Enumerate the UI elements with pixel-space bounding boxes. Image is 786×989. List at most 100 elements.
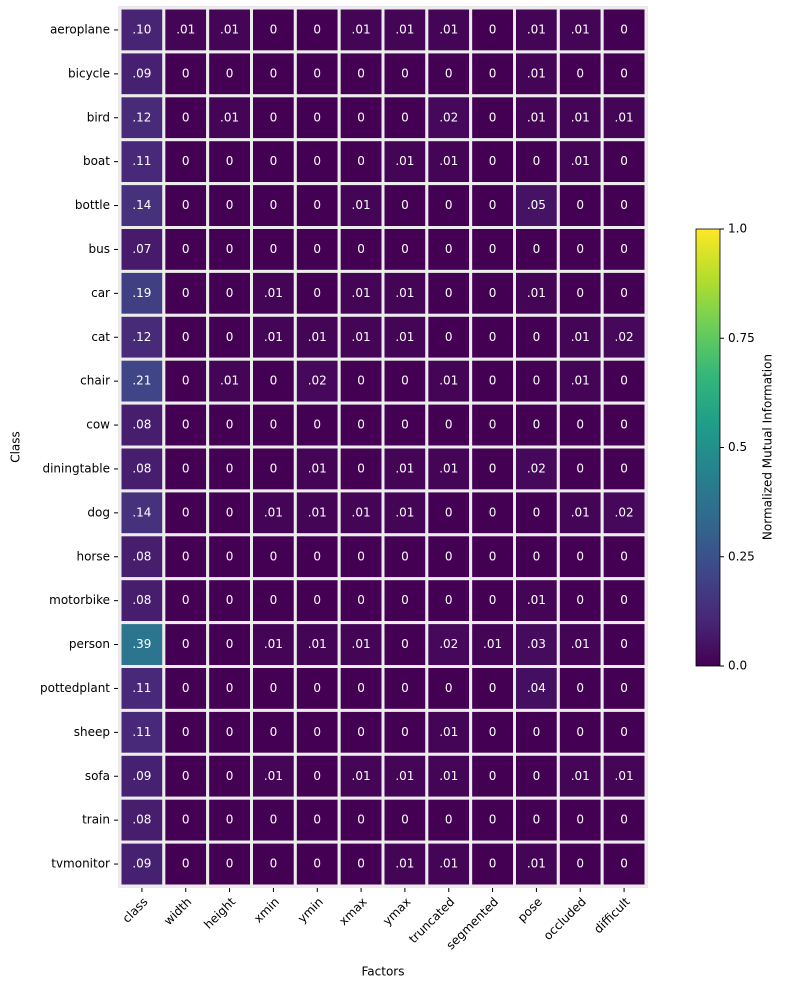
cell-label: 0	[489, 813, 497, 827]
cell-label: .01	[352, 198, 371, 212]
heatmap-cell	[600, 6, 648, 54]
cell-label: 0	[313, 769, 321, 783]
heatmap-cell	[556, 401, 604, 449]
y-tick-label: motorbike	[49, 593, 110, 607]
cell-label: 0	[489, 110, 497, 124]
y-tick-label: dog	[87, 505, 110, 519]
heatmap-cell	[556, 445, 604, 493]
cell-label: .01	[264, 330, 283, 344]
cell-label: .10	[132, 22, 151, 36]
heatmap-cell	[600, 796, 648, 844]
cell-label: 0	[533, 769, 541, 783]
cell-label: 0	[270, 593, 278, 607]
cell-label: 0	[313, 593, 321, 607]
cell-label: 0	[182, 857, 190, 871]
heatmap-cell	[162, 665, 210, 712]
cell-label: 0	[445, 549, 453, 563]
heatmap-cell	[250, 401, 297, 449]
y-tick-label: bicycle	[68, 66, 110, 80]
y-tick-label: sheep	[74, 725, 110, 739]
cell-label: 0	[401, 374, 409, 388]
cell-label: 0	[182, 286, 190, 300]
cell-label: 0	[270, 198, 278, 212]
heatmap-cell	[556, 357, 604, 405]
cell-label: 0	[445, 198, 453, 212]
cell-label: .02	[527, 461, 546, 475]
cell-label: 0	[489, 769, 497, 783]
cell-label: 0	[182, 593, 190, 607]
heatmap-cell	[556, 840, 604, 888]
heatmap-cell	[118, 577, 166, 625]
heatmap-cell	[250, 665, 297, 712]
cell-label: 0	[182, 505, 190, 519]
y-tick-label: train	[82, 813, 110, 827]
cell-label: .01	[395, 857, 414, 871]
heatmap-cell	[293, 577, 341, 625]
cell-label: .01	[176, 22, 195, 36]
cell-label: 0	[270, 110, 278, 124]
cell-label: 0	[576, 66, 584, 80]
cell-label: 0	[401, 681, 409, 695]
cell-label: 0	[489, 593, 497, 607]
y-tick-label: aeroplane	[50, 22, 110, 36]
cell-label: 0	[226, 813, 234, 827]
heatmap-cell	[381, 577, 429, 625]
cell-label: 0	[533, 813, 541, 827]
cell-label: .08	[132, 418, 151, 432]
cell-label: .05	[527, 198, 546, 212]
heatmap-cell	[250, 840, 297, 888]
cell-label: 0	[226, 198, 234, 212]
cell-label: .01	[352, 286, 371, 300]
cell-label: 0	[620, 418, 628, 432]
cell-label: 0	[313, 198, 321, 212]
heatmap-cell	[250, 50, 297, 98]
cell-label: 0	[313, 813, 321, 827]
cell-label: 0	[576, 681, 584, 695]
cell-label: 0	[313, 242, 321, 256]
cell-label: 0	[533, 242, 541, 256]
cell-label: .01	[527, 22, 546, 36]
cell-label: 0	[313, 286, 321, 300]
colorbar-tick-label: 0.75	[728, 331, 755, 345]
cell-label: 0	[226, 461, 234, 475]
heatmap-cell	[513, 445, 560, 493]
cell-label: 0	[313, 22, 321, 36]
heatmap-cell	[600, 665, 648, 712]
cell-label: 0	[182, 66, 190, 80]
cell-label: 0	[620, 813, 628, 827]
cell-label: .08	[132, 813, 151, 827]
cell-label: .14	[132, 198, 151, 212]
cell-label: 0	[226, 857, 234, 871]
cell-label: 0	[226, 637, 234, 651]
cell-label: .01	[220, 374, 239, 388]
cell-label: .08	[132, 461, 151, 475]
cell-label: 0	[313, 418, 321, 432]
heatmap-cell	[600, 357, 648, 405]
heatmap-cell	[556, 138, 604, 186]
cell-label: 0	[182, 813, 190, 827]
colorbar-tick-label: 0.0	[728, 659, 747, 673]
cell-label: 0	[357, 242, 365, 256]
cell-label: 0	[270, 549, 278, 563]
heatmap-cell	[337, 840, 385, 888]
cell-label: 0	[576, 242, 584, 256]
heatmap-cell	[381, 445, 429, 493]
cell-label: 0	[401, 725, 409, 739]
cell-label: 0	[620, 549, 628, 563]
cell-label: 0	[313, 154, 321, 168]
x-tick-label: xmin	[251, 895, 282, 926]
cell-label: .11	[132, 681, 151, 695]
heatmap-cell	[381, 182, 429, 230]
cell-label: .03	[527, 637, 546, 651]
y-tick-label: car	[91, 286, 110, 300]
heatmap-cell	[513, 752, 560, 800]
cell-label: 0	[226, 242, 234, 256]
cell-label: 0	[226, 154, 234, 168]
cell-label: 0	[182, 769, 190, 783]
heatmap-cell	[556, 489, 604, 537]
heatmap-cell	[556, 796, 604, 844]
heatmap-cell	[469, 269, 516, 317]
heatmap-cell	[118, 489, 166, 537]
cell-label: 0	[182, 110, 190, 124]
cell-label: .01	[395, 769, 414, 783]
